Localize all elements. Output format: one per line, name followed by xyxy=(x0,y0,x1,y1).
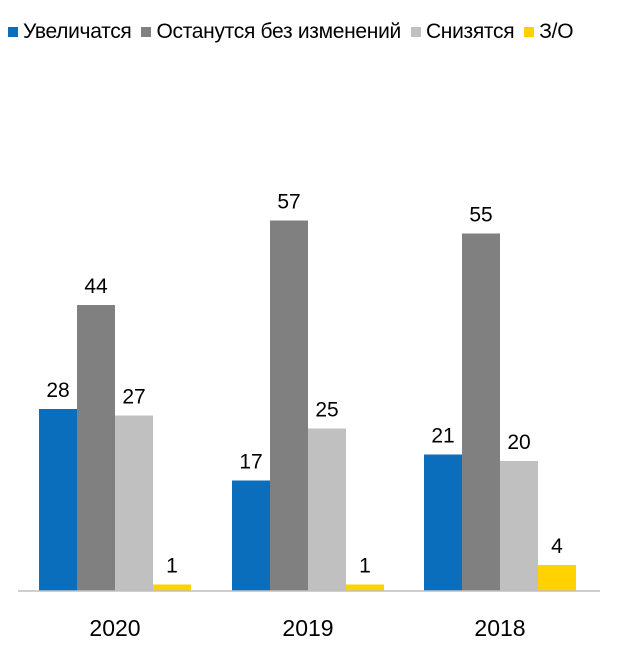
bar-2020-s0 xyxy=(39,409,77,591)
legend-item-zo: З/О xyxy=(524,20,574,44)
bar-2019-s3 xyxy=(346,584,384,591)
legend-swatch-zo xyxy=(524,27,535,37)
category-label-2018: 2018 xyxy=(474,615,525,641)
bar-2019-s1 xyxy=(270,220,308,591)
bar-2018-s3 xyxy=(538,565,576,591)
legend-swatch-uvelichatsya xyxy=(8,27,18,37)
bar-2019-s2 xyxy=(308,428,346,591)
chart-legend: Увеличатся Останутся без изменений Снизя… xyxy=(8,20,583,44)
legend-item-snizyatsya: Снизятся xyxy=(410,20,515,44)
data-label-2020-s1: 44 xyxy=(84,275,108,298)
bar-2018-s2 xyxy=(500,461,538,591)
category-label-2019: 2019 xyxy=(282,615,333,641)
data-label-2018-s0: 21 xyxy=(431,425,454,448)
legend-label-uvelichatsya: Увеличатся xyxy=(23,20,132,43)
data-label-2019-s0: 17 xyxy=(239,451,262,474)
legend-label-ostanutsya: Останутся без изменений xyxy=(156,20,401,43)
category-label-2020: 2020 xyxy=(89,615,140,641)
bar-2018-s0 xyxy=(424,454,462,591)
bar-2020-s2 xyxy=(115,415,153,591)
bar-2020-s1 xyxy=(77,305,115,591)
data-label-2020-s0: 28 xyxy=(46,379,69,402)
data-label-2020-s2: 27 xyxy=(122,386,145,409)
legend-swatch-ostanutsya xyxy=(141,27,152,37)
legend-label-zo: З/О xyxy=(539,20,574,43)
data-label-2020-s3: 1 xyxy=(166,555,178,578)
data-label-2018-s2: 20 xyxy=(507,431,530,454)
bar-2018-s1 xyxy=(462,233,500,591)
legend-swatch-snizyatsya xyxy=(410,27,421,37)
legend-item-ostanutsya: Останутся без изменений xyxy=(141,20,401,44)
legend-label-snizyatsya: Снизятся xyxy=(425,20,515,43)
bar-2019-s0 xyxy=(232,480,270,591)
bar-2020-s3 xyxy=(153,584,191,591)
data-label-2019-s2: 25 xyxy=(315,399,338,422)
data-label-2019-s3: 1 xyxy=(359,555,371,578)
data-label-2019-s1: 57 xyxy=(277,191,300,214)
data-label-2018-s1: 55 xyxy=(469,204,492,227)
data-label-2018-s3: 4 xyxy=(551,535,563,558)
legend-item-uvelichatsya: Увеличатся xyxy=(8,20,132,44)
